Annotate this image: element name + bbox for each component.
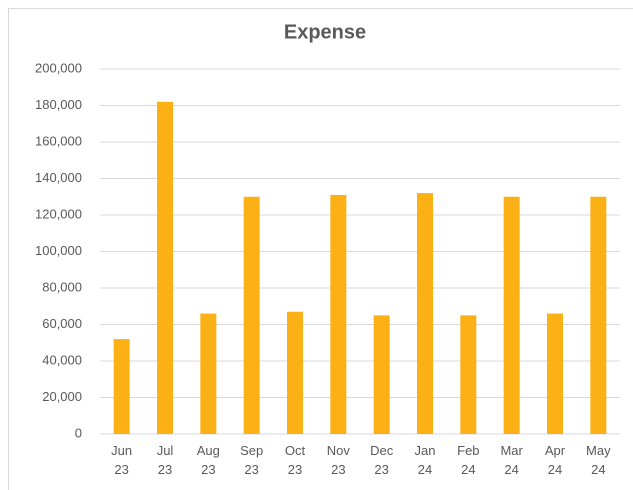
x-tick-label: Sep 23: [240, 443, 263, 477]
x-tick-label: Dec 23: [370, 443, 394, 477]
y-tick-label: 140,000: [35, 170, 82, 185]
x-tick-label: Feb 24: [457, 443, 479, 477]
x-tick-label: Mar 24: [500, 443, 523, 477]
x-tick-label-line: Mar: [500, 443, 523, 458]
x-tick-label-line: Nov: [327, 443, 351, 458]
bar: [417, 193, 433, 434]
x-tick-label: Jul 23: [157, 443, 174, 477]
y-tick-label: 100,000: [35, 243, 82, 258]
bar: [157, 101, 173, 434]
y-tick-label: 20,000: [42, 389, 82, 404]
bar: [590, 196, 607, 434]
x-tick-label-line: Apr: [545, 443, 566, 458]
x-tick-label: Oct 23: [285, 443, 306, 477]
x-tick-label-line: Jul: [157, 443, 174, 458]
x-tick-label-line: 23: [331, 462, 345, 477]
x-tick-label-line: May: [586, 443, 611, 458]
y-tick-label: 200,000: [35, 60, 82, 75]
x-tick-label-line: Oct: [285, 443, 306, 458]
x-tick-label-line: 24: [548, 462, 562, 477]
x-tick-label-line: 23: [158, 462, 172, 477]
x-tick-label-line: 24: [418, 462, 432, 477]
x-tick-label: Jun 23: [111, 443, 132, 477]
y-tick-label: 60,000: [42, 316, 82, 331]
x-tick-label-line: Jan: [415, 443, 436, 458]
y-tick-label: 180,000: [35, 97, 82, 112]
x-tick-label-line: 23: [201, 462, 215, 477]
y-tick-label: 160,000: [35, 133, 82, 148]
x-tick-label-line: 23: [114, 462, 128, 477]
x-tick-label-line: 24: [461, 462, 475, 477]
x-tick-label: Nov 23: [327, 443, 351, 477]
y-tick-label: 80,000: [42, 279, 82, 294]
x-tick-label: May 24: [586, 443, 611, 477]
bar: [503, 196, 520, 434]
y-tick-label: 120,000: [35, 206, 82, 221]
bar: [460, 315, 477, 434]
chart-border: [8, 8, 633, 490]
chart-title: Expense: [284, 21, 366, 43]
y-tick-label: 40,000: [42, 352, 82, 367]
x-tick-label-line: 24: [591, 462, 605, 477]
y-tick-label: 0: [75, 425, 82, 440]
x-tick-label: Apr 24: [545, 443, 566, 477]
x-tick-label-line: Sep: [240, 443, 263, 458]
bar: [547, 313, 563, 434]
x-tick-label: Jan 24: [415, 443, 436, 477]
x-tick-label-line: Jun: [111, 443, 132, 458]
bar: [113, 339, 130, 434]
x-tick-label-line: Aug: [197, 443, 220, 458]
x-tick-label-line: 23: [244, 462, 258, 477]
x-tick-label: Aug 23: [197, 443, 220, 477]
x-tick-label-line: 24: [504, 462, 518, 477]
bar: [243, 196, 260, 434]
bar: [373, 315, 390, 434]
x-tick-label-line: 23: [374, 462, 388, 477]
x-tick-label-line: 23: [288, 462, 302, 477]
x-tick-label-line: Dec: [370, 443, 394, 458]
x-tick-label-line: Feb: [457, 443, 479, 458]
bar: [287, 311, 303, 434]
bar: [330, 194, 347, 434]
bar: [200, 313, 217, 434]
